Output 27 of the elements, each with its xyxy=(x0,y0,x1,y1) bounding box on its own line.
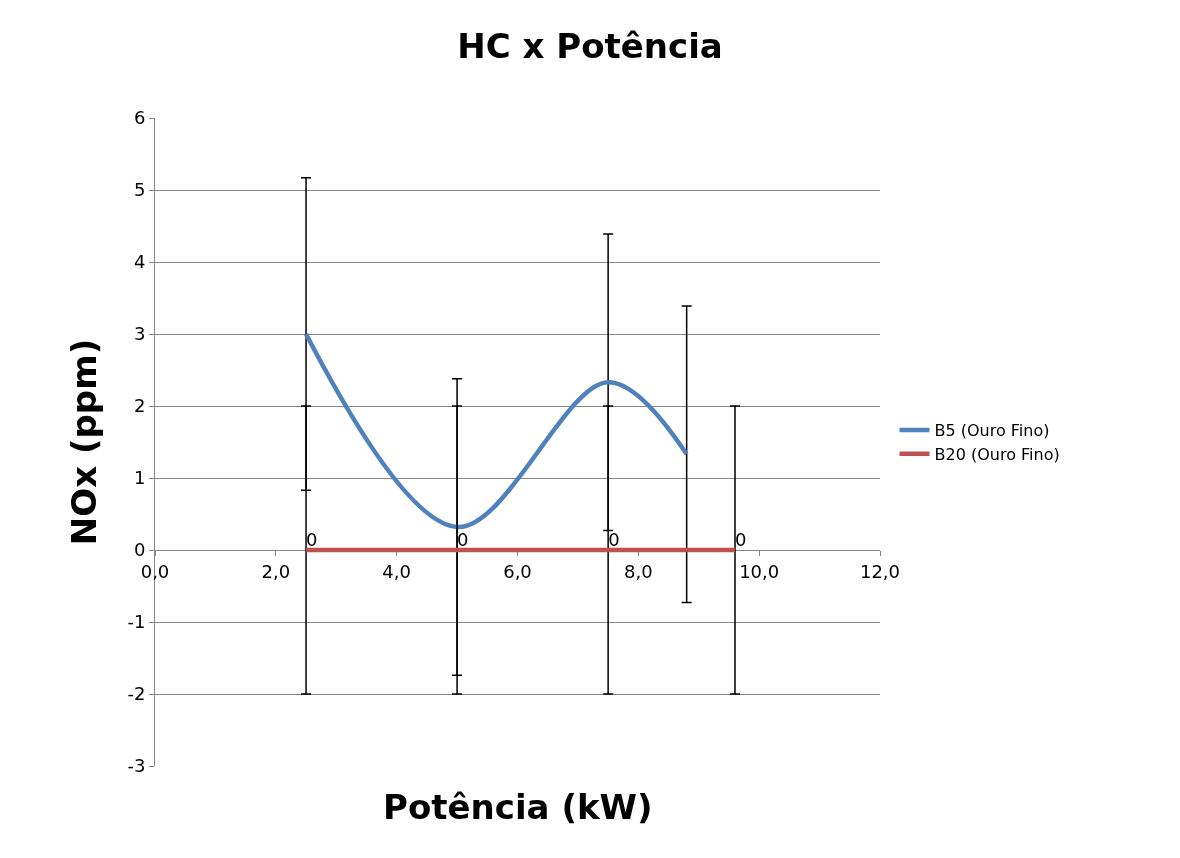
y-tick-label: 5 xyxy=(133,179,146,201)
y-tick-label: 3 xyxy=(133,323,146,345)
y-tick-label: 1 xyxy=(133,467,146,489)
x-tick-label: 0,0 xyxy=(140,560,170,582)
y-tick-label: 0 xyxy=(133,539,146,561)
y-tick-label: -2 xyxy=(127,683,146,705)
chart-title: HC x Potência xyxy=(457,26,723,67)
data-label: 0 xyxy=(735,528,747,550)
data-label: 0 xyxy=(306,528,318,550)
y-tick-label: 6 xyxy=(133,107,146,129)
legend-label: B20 (Ouro Fino) xyxy=(934,444,1060,464)
line-series xyxy=(303,331,689,530)
y-tick-label: 2 xyxy=(133,395,146,417)
x-axis-title: Potência (kW) xyxy=(383,787,653,827)
legend-label: B5 (Ouro Fino) xyxy=(934,421,1050,441)
x-tick-label: 12,0 xyxy=(859,560,901,582)
x-tick-label: 2,0 xyxy=(261,560,291,582)
x-tick-label: 10,0 xyxy=(739,560,780,582)
data-label: 0 xyxy=(608,528,620,550)
y-axis-title: NOx (ppm) xyxy=(64,338,105,546)
x-tick-label: 4,0 xyxy=(382,560,411,582)
y-tick-label: -1 xyxy=(127,611,146,633)
y-tick-label: -3 xyxy=(127,755,146,777)
data-label: 0 xyxy=(457,528,469,550)
x-tick-label: 8,0 xyxy=(624,560,653,582)
x-tick-label: 6,0 xyxy=(503,560,532,582)
y-tick-label: 4 xyxy=(133,251,146,273)
